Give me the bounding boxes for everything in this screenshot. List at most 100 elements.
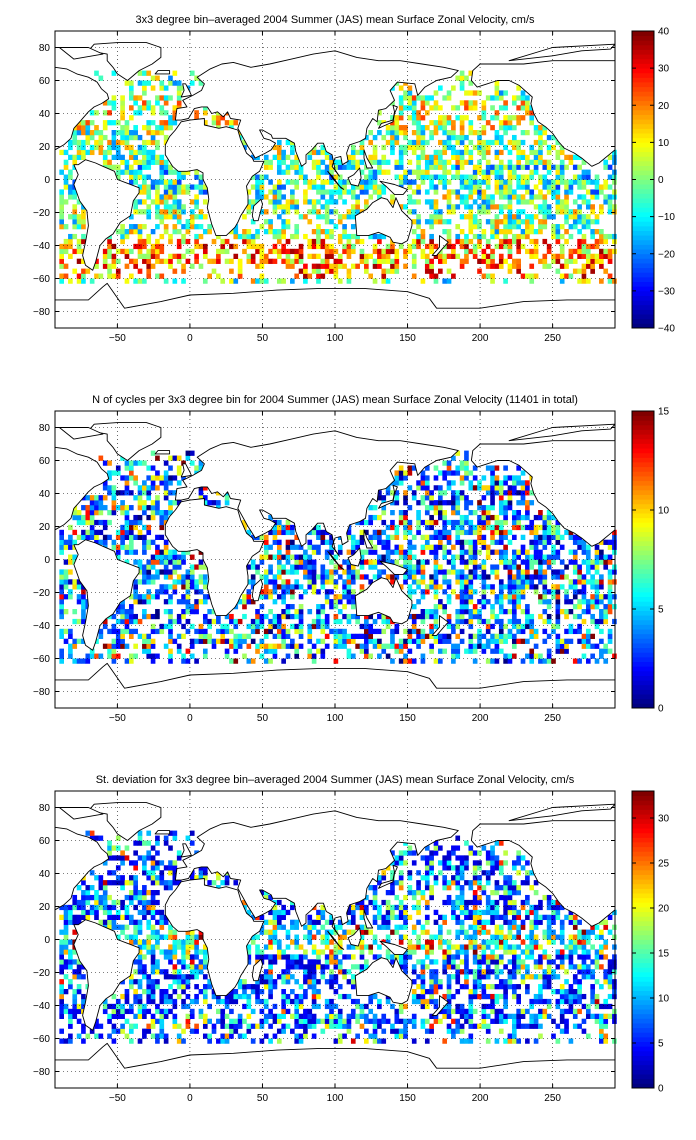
data-cell bbox=[176, 559, 182, 565]
data-cell bbox=[525, 604, 530, 610]
data-cell bbox=[89, 505, 95, 511]
data-cell bbox=[342, 263, 347, 269]
data-cell bbox=[529, 544, 535, 550]
data-cell bbox=[407, 519, 413, 526]
data-cell bbox=[533, 653, 539, 659]
data-cell bbox=[185, 1023, 191, 1029]
data-cell bbox=[516, 258, 521, 264]
data-cell bbox=[137, 569, 143, 575]
data-cell bbox=[246, 623, 252, 630]
data-cell bbox=[459, 263, 465, 269]
data-cell bbox=[533, 633, 539, 639]
data-cell bbox=[107, 519, 112, 526]
data-cell bbox=[276, 618, 282, 625]
data-cell bbox=[202, 638, 208, 644]
data-cell bbox=[142, 80, 147, 86]
data-cell bbox=[390, 1028, 395, 1034]
data-cell bbox=[263, 219, 269, 225]
data-cell bbox=[181, 184, 186, 190]
data-cell bbox=[189, 1008, 195, 1015]
data-cell bbox=[455, 75, 461, 81]
data-cell bbox=[503, 184, 508, 190]
data-cell bbox=[146, 189, 152, 195]
data-cell bbox=[364, 174, 369, 180]
data-cell bbox=[276, 623, 282, 630]
data-cell bbox=[603, 194, 609, 200]
data-cell bbox=[529, 144, 535, 151]
data-cell bbox=[337, 643, 343, 649]
data-cell bbox=[168, 80, 173, 86]
data-cell bbox=[468, 554, 474, 560]
data-cell bbox=[263, 154, 269, 160]
data-cell bbox=[429, 154, 434, 160]
data-cell bbox=[255, 618, 260, 625]
data-cell bbox=[324, 233, 330, 240]
data-cell bbox=[142, 505, 147, 511]
data-cell bbox=[529, 564, 535, 570]
data-cell bbox=[516, 1008, 521, 1015]
data-cell bbox=[581, 559, 587, 565]
data-cell bbox=[403, 658, 408, 664]
data-cell bbox=[290, 613, 295, 620]
data-cell bbox=[581, 233, 587, 240]
data-cell bbox=[81, 529, 86, 536]
data-cell bbox=[572, 554, 578, 560]
data-cell bbox=[516, 554, 521, 560]
data-cell bbox=[529, 1013, 535, 1019]
data-cell bbox=[342, 569, 347, 575]
data-cell bbox=[194, 564, 199, 570]
data-cell bbox=[311, 149, 317, 156]
data-cell bbox=[163, 224, 169, 230]
data-cell bbox=[115, 268, 121, 274]
data-cell bbox=[124, 510, 130, 516]
data-cell bbox=[464, 144, 469, 151]
data-cell bbox=[63, 174, 69, 180]
data-cell bbox=[189, 263, 195, 269]
data-cell bbox=[551, 589, 556, 595]
data-cell bbox=[168, 584, 173, 590]
data-cell bbox=[172, 554, 178, 560]
data-cell bbox=[612, 618, 617, 625]
colorbar-swatch bbox=[632, 281, 654, 287]
velocity-gridlines bbox=[55, 31, 615, 328]
data-cell bbox=[459, 599, 465, 605]
data-cell bbox=[555, 209, 561, 215]
data-cell bbox=[442, 579, 448, 585]
data-cell bbox=[455, 159, 461, 165]
data-cell bbox=[163, 1008, 169, 1015]
data-cell bbox=[464, 594, 469, 600]
data-cell bbox=[455, 253, 461, 259]
data-cell bbox=[159, 110, 165, 116]
data-cell bbox=[128, 505, 134, 511]
data-cell bbox=[311, 559, 317, 565]
data-cell bbox=[459, 559, 465, 565]
data-cell bbox=[150, 500, 156, 506]
data-cell bbox=[607, 184, 613, 190]
data-cell bbox=[94, 258, 99, 264]
data-cell bbox=[285, 529, 291, 536]
data-cell bbox=[59, 1038, 64, 1044]
data-cell bbox=[407, 115, 413, 121]
data-cell bbox=[98, 633, 104, 639]
data-cell bbox=[133, 599, 138, 605]
data-cell bbox=[359, 139, 365, 146]
colorbar-swatch bbox=[632, 624, 654, 630]
data-cell bbox=[516, 475, 521, 481]
data-cell bbox=[68, 653, 73, 659]
data-cell bbox=[446, 199, 452, 205]
data-cell bbox=[198, 465, 204, 471]
data-cell bbox=[398, 643, 404, 649]
data-cell bbox=[398, 1018, 404, 1024]
data-cell bbox=[455, 653, 461, 659]
data-cell bbox=[281, 154, 286, 160]
data-cell bbox=[76, 258, 82, 264]
data-cell bbox=[599, 253, 604, 259]
data-cell bbox=[146, 495, 152, 501]
data-cell bbox=[329, 159, 334, 165]
data-cell bbox=[555, 189, 561, 195]
colorbar-swatch bbox=[632, 550, 654, 556]
data-cell bbox=[102, 125, 108, 131]
data-cell bbox=[607, 253, 613, 259]
data-cell bbox=[115, 144, 121, 151]
data-cell bbox=[472, 214, 478, 220]
